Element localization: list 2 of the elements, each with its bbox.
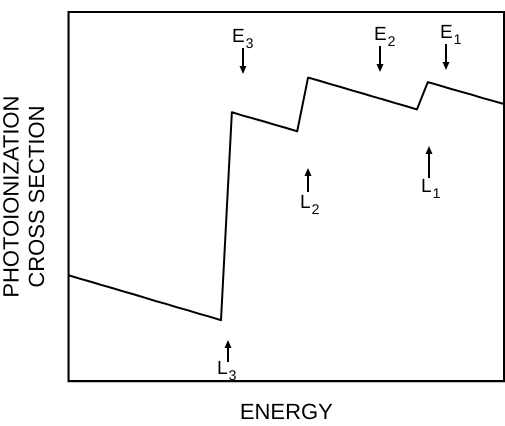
y-axis-title: PHOTOIONIZATION CROSS SECTION [0,96,50,298]
x-axis-title: ENERGY [240,398,334,424]
